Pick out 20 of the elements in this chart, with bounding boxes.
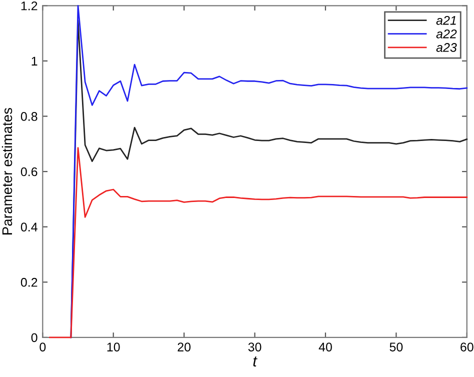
y-axis-title: Parameter estimates xyxy=(2,108,12,234)
x-tick-label: 30 xyxy=(248,342,262,352)
x-tick-label: 10 xyxy=(107,342,120,352)
y-tick-label: 1.2 xyxy=(21,1,38,10)
legend-label: a23 xyxy=(436,43,457,52)
y-tick-label: 0.8 xyxy=(20,112,38,121)
x-tick-label: 0 xyxy=(40,342,46,352)
legend-label: a22 xyxy=(436,30,457,38)
y-tick-label: 0.4 xyxy=(20,222,38,232)
y-tick-label: 0.6 xyxy=(20,167,38,176)
x-tick-label: 60 xyxy=(460,342,474,352)
x-tick-label: 50 xyxy=(390,342,403,352)
line-series xyxy=(49,147,468,338)
y-tick-label: 0 xyxy=(31,333,38,342)
x-axis-title: t xyxy=(253,356,258,367)
y-tick-label: 1 xyxy=(32,56,38,66)
x-tick-label: 40 xyxy=(318,342,332,352)
legend-label: a21 xyxy=(436,16,456,25)
x-tick-label: 20 xyxy=(178,342,191,352)
y-tick-label: 0.2 xyxy=(20,278,38,287)
